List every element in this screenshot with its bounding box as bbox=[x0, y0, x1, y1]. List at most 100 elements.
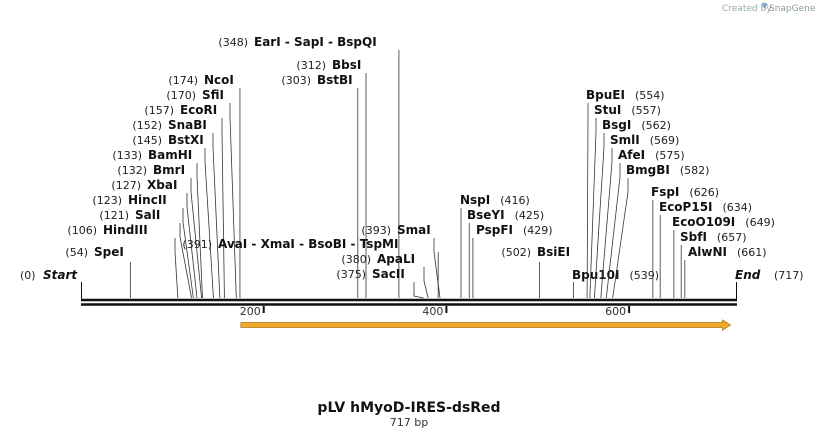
site-nspi[interactable]: NspI (416) bbox=[460, 193, 530, 298]
site-sacii[interactable]: SacII (375) bbox=[336, 267, 424, 299]
site-leader-line bbox=[186, 193, 198, 299]
site-name: SmlI bbox=[610, 133, 640, 147]
site-avai[interactable]: AvaI - XmaI - BsoBI - TspMI (391) bbox=[182, 237, 439, 298]
site-leader-line bbox=[433, 238, 441, 299]
site-spei[interactable]: SpeI (54) bbox=[65, 245, 131, 298]
site-position: (539) bbox=[629, 269, 659, 282]
site-name: PspFI bbox=[476, 223, 513, 237]
site-sali[interactable]: SalI (121) bbox=[99, 208, 192, 299]
site-leader-line bbox=[413, 282, 424, 299]
site-name: BpuEI bbox=[586, 88, 625, 102]
site-name: SmaI bbox=[397, 223, 431, 237]
site-leader-line bbox=[423, 267, 429, 299]
site-name: SnaBI bbox=[168, 118, 207, 132]
site-leader-line bbox=[229, 103, 237, 299]
site-position: (170) bbox=[166, 89, 196, 102]
site-name: NspI bbox=[460, 193, 490, 207]
site-name: SfiI bbox=[202, 88, 224, 102]
site-position: (375) bbox=[336, 268, 366, 281]
site-smli[interactable]: SmlI (569) bbox=[600, 133, 680, 299]
site-name: BsiEI bbox=[537, 245, 570, 259]
site-fspi[interactable]: FspI (626) bbox=[651, 185, 719, 298]
credit-brand: SnapGene bbox=[769, 4, 816, 14]
site-sfii[interactable]: SfiI (170) bbox=[166, 88, 237, 299]
site-alwni[interactable]: AlwNI (661) bbox=[684, 245, 767, 298]
feature-arrow[interactable] bbox=[240, 319, 732, 331]
feature-arrow-shape[interactable] bbox=[240, 319, 732, 331]
site-bbsi[interactable]: BbsI (312) bbox=[296, 58, 367, 298]
site-leader-line bbox=[221, 118, 225, 299]
site-position: (133) bbox=[112, 149, 142, 162]
site-position: (312) bbox=[296, 59, 326, 72]
site-ecop15i[interactable]: EcoP15I (634) bbox=[659, 200, 752, 298]
snapgene-logo-icon bbox=[762, 2, 768, 9]
site-position: (626) bbox=[689, 186, 719, 199]
site-position: (132) bbox=[117, 164, 147, 177]
site-position: (391) bbox=[182, 238, 212, 251]
site-leader-line bbox=[586, 103, 589, 299]
site-bsiei[interactable]: BsiEI (502) bbox=[501, 245, 570, 298]
site-afei[interactable]: AfeI (575) bbox=[605, 148, 685, 299]
site-name: BsgI bbox=[602, 118, 631, 132]
site-leader-line bbox=[600, 148, 613, 299]
site-name: AlwNI bbox=[688, 245, 727, 259]
backbone bbox=[81, 282, 737, 306]
scale-tick-label: 400 bbox=[422, 305, 443, 318]
scale-tick-label: 600 bbox=[605, 305, 626, 318]
start-label: Start bbox=[43, 268, 78, 282]
site-name: EcoO109I bbox=[672, 215, 735, 229]
site-leader-line bbox=[589, 118, 597, 299]
site-name: AvaI - XmaI - BsoBI - TspMI bbox=[218, 237, 398, 251]
site-ecori[interactable]: EcoRI (157) bbox=[144, 103, 225, 299]
site-name: FspI bbox=[651, 185, 679, 199]
site-leader-line bbox=[174, 238, 179, 299]
site-eari[interactable]: EarI - SapI - BspQI (348) bbox=[218, 35, 400, 298]
site-name: HincII bbox=[128, 193, 167, 207]
site-bpuei[interactable]: BpuEI (554) bbox=[586, 88, 665, 299]
site-hincii[interactable]: HincII (123) bbox=[92, 193, 194, 299]
site-stui[interactable]: StuI (557) bbox=[589, 103, 661, 299]
site-position: (425) bbox=[515, 209, 545, 222]
site-position: (554) bbox=[635, 89, 665, 102]
site-position: (502) bbox=[501, 246, 531, 259]
site-position: (634) bbox=[723, 201, 753, 214]
site-hindiii[interactable]: HindIII (106) bbox=[67, 223, 179, 299]
site-name: AfeI bbox=[618, 148, 645, 162]
site-bseyi[interactable]: BseYI (425) bbox=[467, 208, 544, 298]
site-name: SalI bbox=[135, 208, 160, 222]
site-bamhi[interactable]: BamHI (133) bbox=[112, 148, 203, 299]
site-leader-line bbox=[212, 133, 221, 299]
site-position: (569) bbox=[650, 134, 680, 147]
site-position: (557) bbox=[631, 104, 661, 117]
site-bstbi[interactable]: BstBI (303) bbox=[281, 73, 359, 298]
site-name: BamHI bbox=[148, 148, 192, 162]
site-position: (123) bbox=[92, 194, 122, 207]
site-name: BstXI bbox=[168, 133, 204, 147]
site-name: EarI - SapI - BspQI bbox=[254, 35, 377, 49]
site-position: (393) bbox=[361, 224, 391, 237]
site-leader-line bbox=[190, 178, 202, 299]
site-apali[interactable]: ApaLI (380) bbox=[341, 252, 429, 299]
site-position: (582) bbox=[680, 164, 710, 177]
site-xbai[interactable]: XbaI (127) bbox=[111, 178, 198, 299]
site-ncoi[interactable]: NcoI (174) bbox=[168, 73, 241, 298]
site-bmri[interactable]: BmrI (132) bbox=[117, 163, 202, 299]
site-sbfi[interactable]: SbfI (657) bbox=[680, 230, 747, 298]
site-position: (157) bbox=[144, 104, 174, 117]
site-position: (657) bbox=[717, 231, 747, 244]
site-smai[interactable]: SmaI (393) bbox=[361, 223, 441, 299]
site-name: BmgBI bbox=[626, 163, 670, 177]
site-bmgbi[interactable]: BmgBI (582) bbox=[612, 163, 710, 299]
site-ecoo109i[interactable]: EcoO109I (649) bbox=[672, 215, 775, 298]
site-position: (348) bbox=[218, 36, 248, 49]
site-bpu10i[interactable]: Bpu10I (539) bbox=[572, 268, 659, 298]
site-name: XbaI bbox=[147, 178, 177, 192]
site-position: (121) bbox=[99, 209, 129, 222]
site-snabi[interactable]: SnaBI (152) bbox=[132, 118, 221, 299]
map-length: 717 bp bbox=[390, 416, 428, 429]
site-pspfi[interactable]: PspFI (429) bbox=[472, 223, 553, 298]
site-position: (649) bbox=[745, 216, 775, 229]
site-name: NcoI bbox=[204, 73, 234, 87]
site-bsgi[interactable]: BsgI (562) bbox=[594, 118, 671, 299]
site-bstxi[interactable]: BstXI (145) bbox=[132, 133, 214, 299]
